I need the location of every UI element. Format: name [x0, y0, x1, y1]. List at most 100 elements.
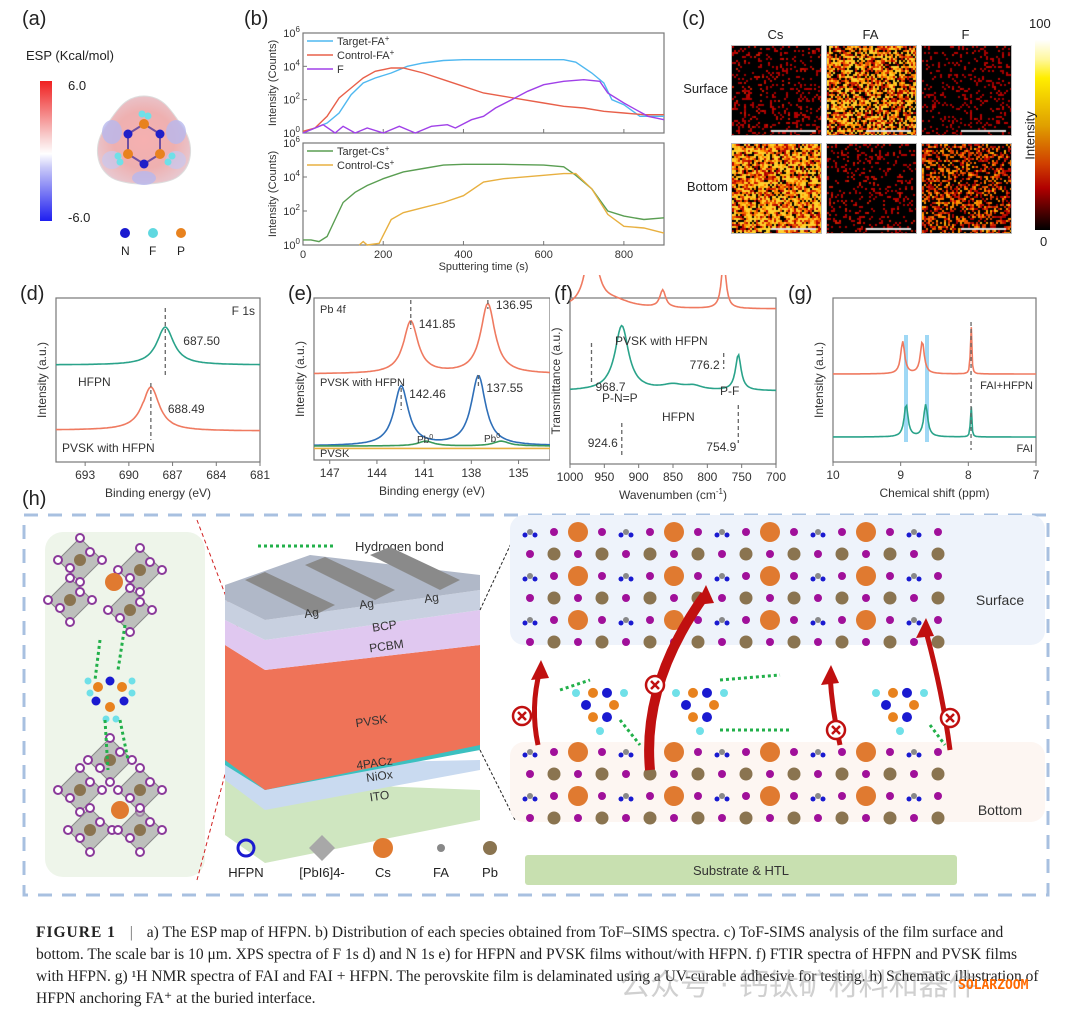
fa-n-atom	[522, 752, 528, 758]
legend-label: F	[337, 64, 344, 76]
pb-atom	[835, 591, 849, 605]
ytick-label-b-top: 100	[283, 125, 300, 140]
xtick-label: 850	[663, 470, 683, 484]
n-atom	[119, 696, 129, 706]
iodine-atom	[115, 747, 125, 757]
iodine-atom	[670, 594, 678, 602]
fa-molecule	[623, 793, 629, 799]
fa-n-atom	[906, 532, 912, 538]
pb-atom	[643, 547, 657, 561]
nmr-chart: 10 9 8 7 Chemical shift (ppm) Intensity (a.u.…	[812, 297, 1040, 500]
fa-molecule	[623, 617, 629, 623]
layer-pvsk	[225, 645, 480, 790]
y-axis-label: Transmittance (a.u.)	[549, 328, 563, 435]
series-label: PVSK	[320, 448, 350, 460]
annotation-pb0: Pb0	[484, 433, 500, 445]
fa-molecule	[623, 573, 629, 579]
iodine-atom	[65, 617, 75, 627]
pb-atom	[739, 547, 753, 561]
iodine-atom	[790, 528, 798, 536]
panel-label-h: (h)	[22, 488, 47, 510]
fa-n-atom	[618, 752, 624, 758]
caption-separator: |	[129, 924, 133, 941]
plot-frame-b-bottom	[302, 142, 665, 246]
fa-n-atom	[532, 532, 538, 538]
iodine-atom	[65, 793, 75, 803]
esp-colorbar	[40, 81, 52, 221]
blocked-x-mark	[945, 713, 955, 723]
tof-sims-maps: Cs FA F Surface Bottom	[683, 0, 1080, 260]
pb-atom	[643, 591, 657, 605]
tof-sims-map-surface-f	[921, 45, 1012, 136]
xtick-label: 7	[1033, 468, 1040, 482]
iodine-atom	[646, 572, 654, 580]
fa-molecule	[527, 617, 533, 623]
iodine-atom	[670, 550, 678, 558]
pb-atom	[104, 754, 116, 766]
fa-n-atom	[532, 620, 538, 626]
series-line-fai	[833, 403, 1036, 438]
legend-label-0: HFPN	[228, 865, 263, 880]
fa-n-atom	[618, 620, 624, 626]
iodine-atom	[574, 770, 582, 778]
tof-sims-depth-profile-chart: 100 102 104 106 Target-FA+Control-FA+ F Intens…	[267, 25, 665, 273]
spectrum-title: F 1s	[232, 304, 255, 318]
iodine-atom	[145, 777, 155, 787]
pb-atom	[84, 824, 96, 836]
xtick-label: 138	[461, 466, 481, 480]
legend-label: Target-FA+	[337, 34, 390, 48]
iodine-atom	[598, 616, 606, 624]
esp-colorbar-max: 6.0	[68, 78, 87, 93]
pb-atom	[134, 784, 146, 796]
pb-atom	[691, 547, 705, 561]
map-row-label: Bottom	[686, 179, 728, 194]
legend-label-2: Cs	[375, 865, 391, 880]
series-line-pvsk-with-hfpn	[314, 302, 550, 375]
cs-atom	[856, 786, 876, 806]
panel-label-b: (b)	[244, 8, 269, 30]
iodine-atom	[75, 763, 85, 773]
fa-molecule	[719, 749, 725, 755]
xtick-label: 600	[534, 249, 552, 261]
iodine-atom	[574, 814, 582, 822]
pb-atom	[547, 591, 561, 605]
pb-atom	[787, 635, 801, 649]
intensity-colorbar	[1035, 40, 1050, 230]
iodine-atom	[135, 847, 145, 857]
fa-molecule	[719, 617, 725, 623]
cs-atom	[760, 786, 780, 806]
fa-molecule	[911, 529, 917, 535]
ytick-label-b-bottom: 102	[283, 203, 300, 218]
iodine-atom	[838, 792, 846, 800]
pb-atom	[835, 635, 849, 649]
iodine-atom	[95, 817, 105, 827]
fa-molecule	[911, 573, 917, 579]
iodine-atom	[97, 555, 107, 565]
highlight-band	[925, 335, 929, 442]
f-atom	[572, 689, 580, 697]
cs-atom	[664, 610, 684, 630]
fa-n-atom	[916, 752, 922, 758]
series-label: PVSK with HFPN	[62, 441, 155, 455]
fa-molecule	[815, 573, 821, 579]
migration-arrow	[531, 669, 543, 746]
fa-n-atom	[820, 532, 826, 538]
series-label: FAI	[1016, 443, 1033, 455]
p-atom	[93, 682, 103, 692]
iodine-atom	[97, 785, 107, 795]
fa-molecule	[719, 573, 725, 579]
iodine-atom	[862, 550, 870, 558]
iodine-atom	[718, 594, 726, 602]
f-atom	[86, 689, 94, 697]
iodine-atom	[550, 616, 558, 624]
iodine-atom	[766, 550, 774, 558]
peak-label: 141.85	[419, 317, 456, 331]
layer-bcp	[225, 590, 480, 640]
fa-molecule	[719, 529, 725, 535]
fa-n-atom	[628, 532, 634, 538]
legend-label: Control-Cs+	[337, 158, 395, 172]
fa-molecule	[527, 573, 533, 579]
xtick-label: 900	[629, 470, 649, 484]
panel-d: (d) 693 690 687 684 681 Binding energy (eV) In…	[0, 275, 280, 505]
xtick-label: 690	[119, 468, 139, 482]
